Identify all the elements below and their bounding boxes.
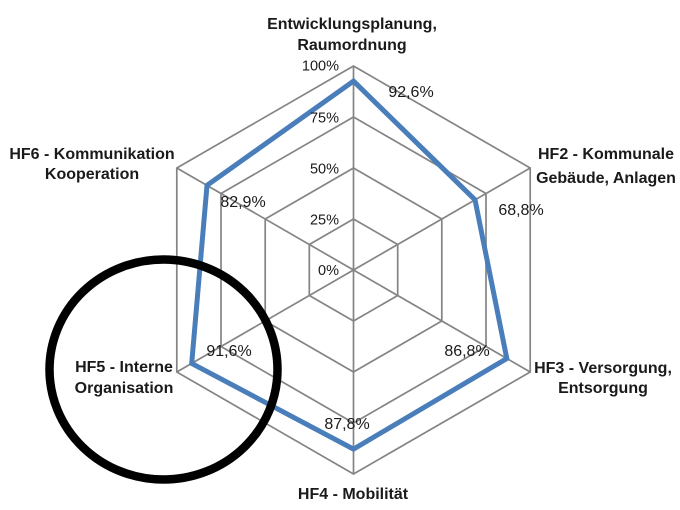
axis-label-hf3: HF3 - Versorgung, <box>534 360 672 377</box>
axis-label-hf2: Gebäude, Anlagen <box>536 170 676 187</box>
tick-label-0: 0% <box>318 263 339 279</box>
axis-label-entwicklungsplanung: Raumordnung <box>297 37 406 54</box>
axis-label-hf5: Organisation <box>75 380 174 397</box>
radar-tick-labels: 0% 25% 50% 75% 100% <box>302 59 339 280</box>
axis-label-hf3: Entsorgung <box>558 380 648 397</box>
axis-label-hf4: HF4 - Mobilität <box>298 486 409 503</box>
tick-label-100: 100% <box>302 59 339 75</box>
radar-category-labels: Entwicklungsplanung, Raumordnung HF2 - Kom… <box>9 16 676 503</box>
radar-grid-spoke <box>353 269 531 373</box>
value-label-entwicklungsplanung: 92,6% <box>388 84 433 101</box>
axis-label-entwicklungsplanung: Entwicklungsplanung, <box>267 16 437 33</box>
value-label-hf4: 87,8% <box>324 416 369 433</box>
value-label-hf5: 91,6% <box>206 343 251 360</box>
axis-label-hf2: HF2 - Kommunale <box>538 146 674 163</box>
tick-label-25: 25% <box>310 213 339 229</box>
value-label-hf2: 68,8% <box>498 202 543 219</box>
radar-grid <box>175 65 532 475</box>
axis-label-hf6: HF6 - Kommunikation <box>9 146 174 163</box>
value-label-hf3: 86,8% <box>444 343 489 360</box>
hf5-highlight-circle-annotation <box>45 255 282 484</box>
radar-grid-spoke <box>353 167 531 271</box>
tick-label-50: 50% <box>310 162 339 178</box>
radar-data-polygon <box>189 77 510 452</box>
radar-value-labels: 92,6% 68,8% 86,8% 87,8% 91,6% 82,9% <box>206 84 543 433</box>
tick-label-75: 75% <box>310 111 339 127</box>
axis-label-hf6: Kooperation <box>45 166 139 183</box>
value-label-hf6: 82,9% <box>220 194 265 211</box>
axis-label-hf5: HF5 - Interne <box>75 359 173 376</box>
